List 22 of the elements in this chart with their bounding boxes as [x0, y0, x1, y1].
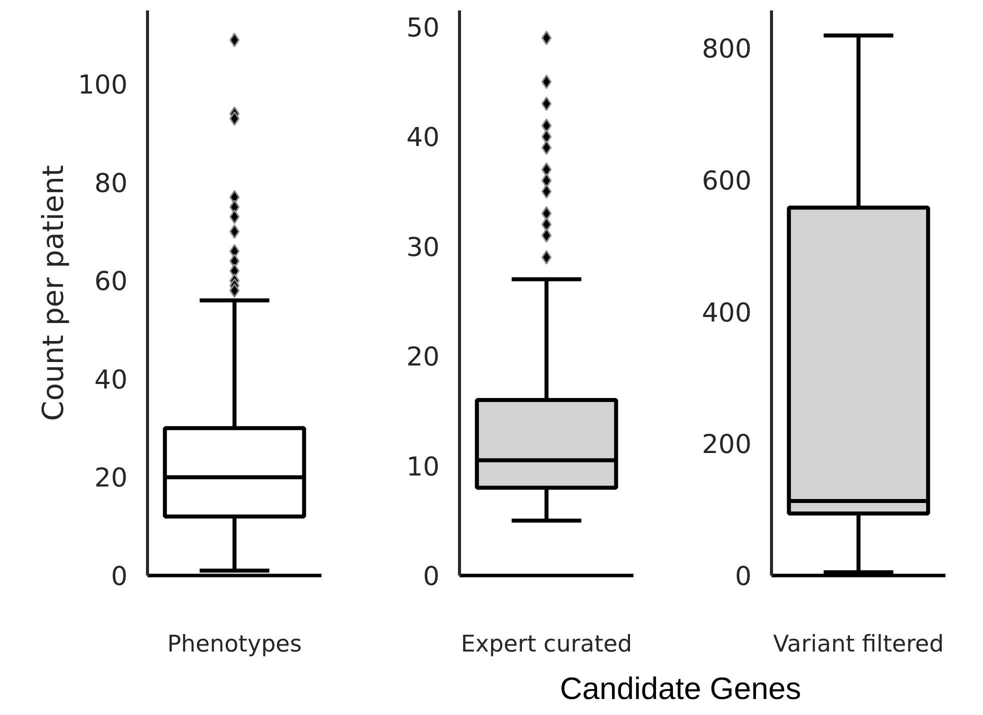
- y-tick-label: 800: [702, 34, 752, 65]
- y-tick-label: 60: [94, 267, 128, 298]
- y-tick-label: 20: [406, 342, 440, 373]
- y-axis-title: Count per patient: [36, 165, 70, 421]
- y-tick-label: 30: [406, 232, 440, 263]
- y-tick-label: 40: [406, 123, 440, 154]
- y-tick-label: 20: [94, 464, 128, 494]
- x-tick-label: Phenotypes: [167, 632, 302, 658]
- y-tick-label: 40: [94, 365, 128, 396]
- y-tick-label: 10: [406, 452, 440, 482]
- y-tick-label: 0: [422, 562, 440, 592]
- x-tick-label: Variant filtered: [773, 632, 944, 658]
- y-tick-label: 80: [94, 168, 128, 199]
- y-tick-label: 0: [110, 562, 128, 592]
- x-tick-label: Expert curated: [460, 632, 632, 658]
- y-tick-label: 200: [702, 430, 752, 460]
- y-tick-label: 600: [702, 166, 752, 196]
- y-tick-label: 400: [702, 298, 752, 328]
- y-tick-label: 0: [734, 562, 752, 592]
- y-tick-label: 100: [78, 70, 128, 101]
- x-axis-title: Candidate Genes: [560, 671, 802, 706]
- y-tick-label: 50: [406, 13, 440, 44]
